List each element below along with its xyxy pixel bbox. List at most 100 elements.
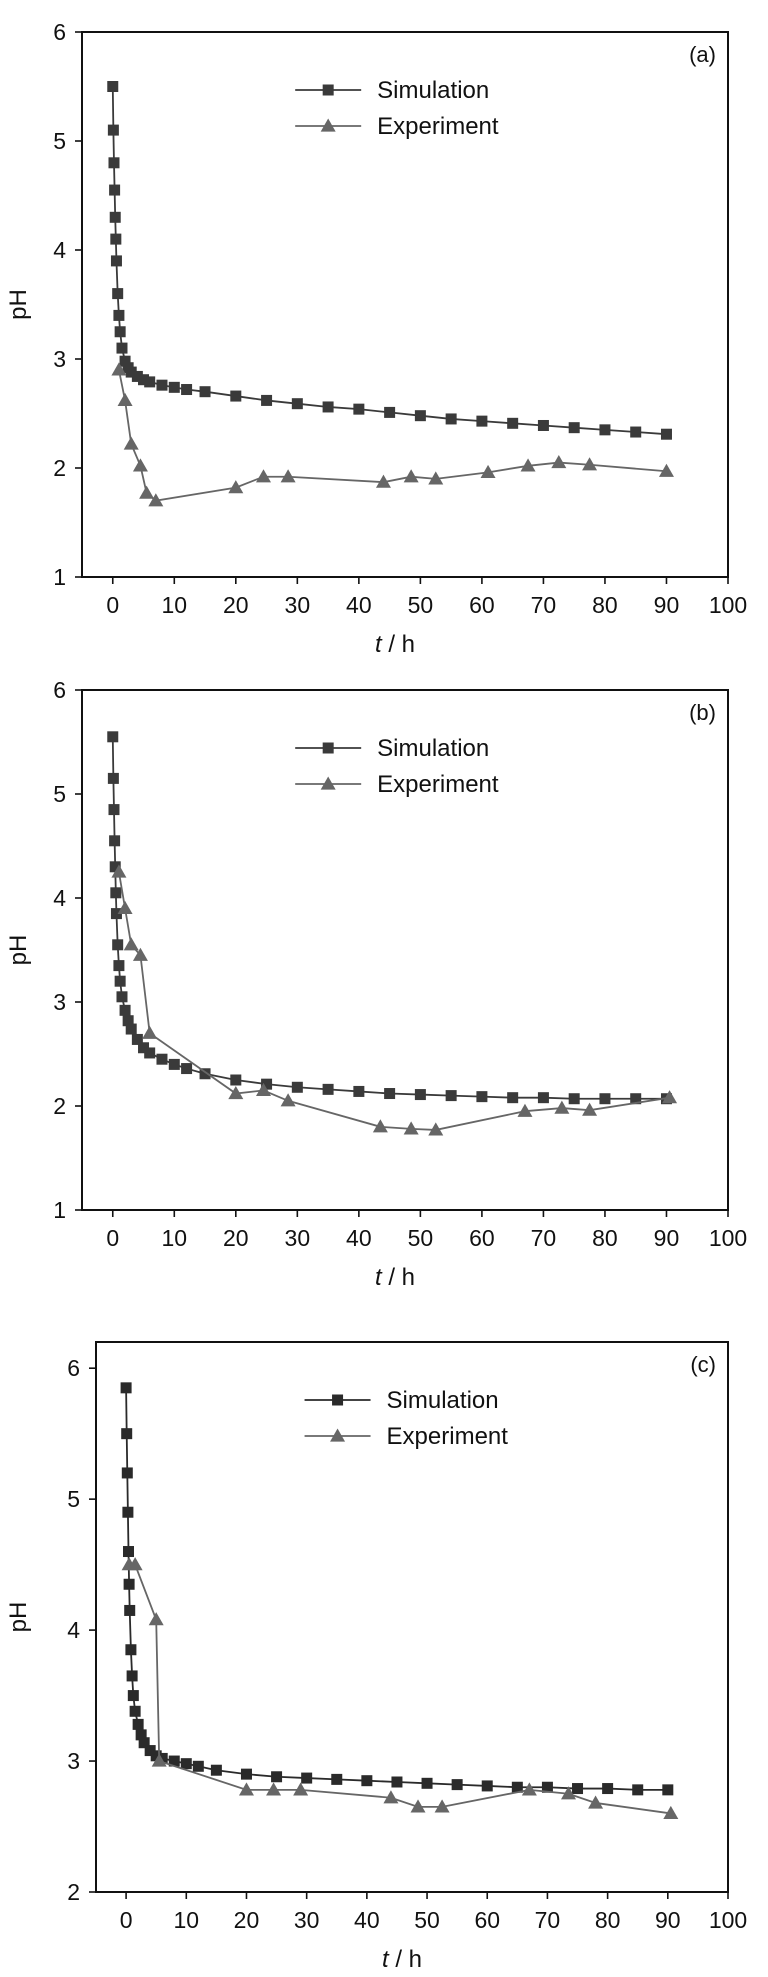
data-point (144, 1047, 156, 1059)
legend-item-experiment: Experiment (295, 113, 499, 140)
data-point (111, 864, 127, 878)
data-point (228, 1086, 244, 1100)
x-tick-label: 70 (535, 1907, 561, 1933)
data-point (132, 947, 148, 961)
data-point (353, 403, 365, 415)
series-simulation (107, 731, 672, 1105)
plot-frame (81, 689, 729, 1211)
data-point (403, 1121, 419, 1135)
series-experiment (111, 362, 674, 507)
data-point (107, 772, 119, 784)
data-point (181, 384, 193, 396)
data-point (582, 1102, 598, 1116)
x-tick-label: 90 (654, 592, 680, 618)
legend-item-simulation: Simulation (295, 77, 489, 104)
legend-marker (330, 1428, 346, 1442)
data-point (108, 804, 120, 816)
x-tick-label: 20 (223, 1225, 249, 1251)
data-point (331, 1773, 343, 1785)
data-point (109, 211, 121, 223)
data-point (110, 233, 122, 245)
x-tick-label: 40 (354, 1907, 380, 1933)
data-point (322, 401, 334, 413)
data-point (410, 1799, 426, 1813)
y-tick-label: 1 (53, 1197, 66, 1223)
legend-marker (322, 84, 334, 96)
data-point (181, 1063, 193, 1075)
x-tick-label: 30 (294, 1907, 320, 1933)
data-point (131, 1033, 143, 1045)
data-point (421, 1777, 433, 1789)
data-point (117, 900, 133, 915)
data-point (110, 908, 122, 920)
data-point (124, 1604, 136, 1616)
y-tick-label: 3 (53, 346, 66, 372)
data-point (125, 1644, 137, 1656)
y-tick-label: 2 (53, 455, 66, 481)
data-point (445, 1090, 457, 1102)
y-axis-label: pH (5, 935, 32, 966)
y-tick-label: 4 (53, 885, 66, 911)
data-point (107, 81, 119, 92)
x-tick-label: 80 (595, 1907, 621, 1933)
data-point (301, 1772, 313, 1784)
data-point (116, 991, 128, 1003)
x-tick-label: 80 (592, 592, 618, 618)
plot-frame (95, 1341, 729, 1893)
data-point (476, 415, 488, 427)
y-tick-label: 6 (67, 1355, 80, 1381)
data-point (168, 1058, 180, 1070)
x-tick-label: 20 (234, 1907, 260, 1933)
series-simulation (107, 81, 672, 440)
chart-panel-3: 0 10 20 30 40 50 60 70 80 90 100 2 3 4 5 6 t / h pH (c) Sim… (5, 1341, 747, 1973)
data-point (660, 428, 672, 440)
data-point (108, 157, 120, 169)
data-point (520, 458, 536, 472)
x-tick-label: 40 (346, 592, 372, 618)
data-point (630, 426, 642, 438)
x-tick-label: 0 (106, 1225, 119, 1251)
legend-marker (320, 118, 336, 132)
data-point (122, 1015, 134, 1027)
y-tick-label: 6 (53, 19, 66, 45)
data-point (132, 1718, 144, 1730)
data-point (271, 1771, 283, 1783)
x-tick-label: 10 (161, 1225, 187, 1251)
x-axis-label: t / h (382, 1946, 422, 1973)
data-point (451, 1779, 463, 1791)
x-tick-label: 10 (161, 592, 187, 618)
x-tick-label: 0 (106, 592, 119, 618)
data-point (117, 392, 133, 407)
y-tick-label: 3 (53, 989, 66, 1015)
legend-marker (322, 742, 334, 754)
data-point (148, 1612, 164, 1626)
data-point (142, 1025, 158, 1039)
data-point (123, 1546, 135, 1558)
data-point (588, 1795, 604, 1809)
series-experiment (111, 864, 678, 1136)
data-point (630, 1093, 642, 1105)
data-point (110, 255, 122, 267)
data-point (138, 1042, 150, 1054)
data-point (113, 309, 125, 321)
data-point (109, 184, 121, 196)
y-axis-label: pH (5, 289, 32, 320)
data-point (663, 1805, 679, 1820)
x-axis-label-unit: / h (382, 1264, 415, 1291)
y-tick-label: 4 (53, 237, 66, 263)
data-point (123, 436, 139, 450)
legend-item-simulation: Simulation (304, 1387, 499, 1414)
data-point (599, 424, 611, 436)
data-point (228, 480, 244, 494)
y-tick-label: 6 (53, 677, 66, 703)
data-point (280, 1093, 296, 1107)
data-point (599, 1093, 611, 1105)
panel-label: (c) (690, 1352, 716, 1377)
data-point (353, 1085, 365, 1097)
data-point (662, 1784, 674, 1796)
data-point (240, 1768, 252, 1780)
legend-label: Simulation (377, 77, 489, 104)
data-point (632, 1784, 644, 1796)
data-point (199, 1068, 211, 1080)
